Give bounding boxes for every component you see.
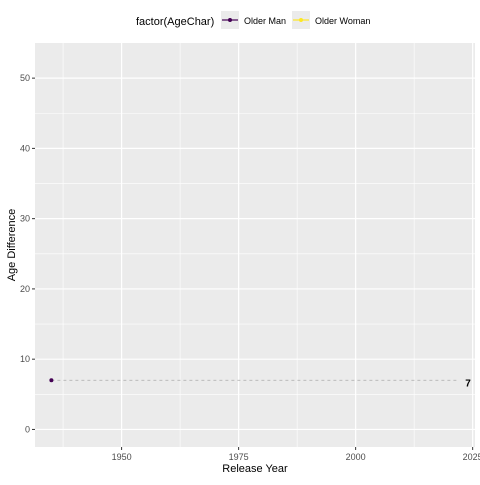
x-tick-label: 2000	[346, 452, 366, 462]
marks: 7	[49, 378, 471, 389]
x-tick-label: 1975	[229, 452, 249, 462]
y-tick-label: 40	[20, 143, 30, 153]
y-tick-label: 50	[20, 73, 30, 83]
y-axis-title: Age Difference	[6, 209, 18, 282]
legend-title: factor(AgeChar)	[136, 16, 214, 28]
legend-label-older-man: Older Man	[244, 16, 286, 26]
y-tick-label: 30	[20, 214, 30, 224]
legend-point-older-man	[228, 18, 232, 22]
x-tick-label: 2025	[463, 452, 480, 462]
y-tick-label: 20	[20, 284, 30, 294]
legend-label-older-woman: Older Woman	[315, 16, 370, 26]
grid	[35, 43, 475, 447]
y-tick-label: 10	[20, 354, 30, 364]
legend-point-older-woman	[299, 18, 303, 22]
data-point-older-man	[49, 378, 54, 383]
x-tick-label: 1950	[112, 452, 132, 462]
axes: 1950 1975 2000 2025 0 10 20 30 40 50	[20, 73, 480, 462]
plot-panel	[35, 43, 475, 447]
legend: factor(AgeChar) Older Man Older Woman	[136, 11, 370, 29]
y-tick-label: 0	[25, 424, 30, 434]
x-axis-title: Release Year	[222, 463, 288, 475]
value-annotation: 7	[465, 378, 471, 389]
